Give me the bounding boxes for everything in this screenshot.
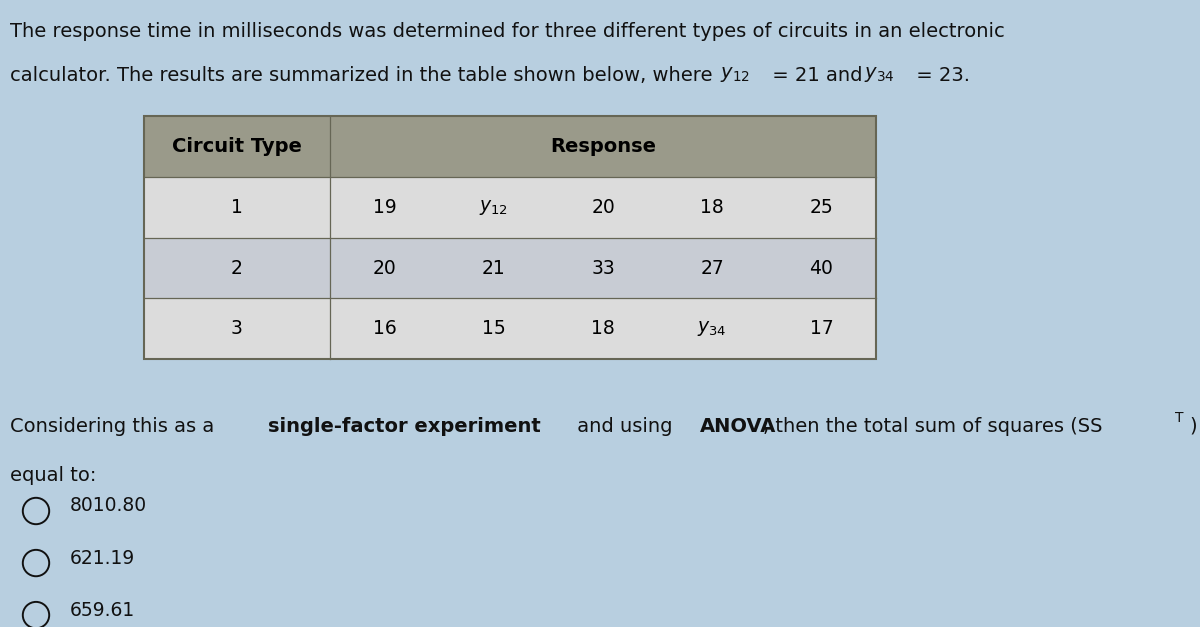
Text: Considering this as a: Considering this as a: [10, 417, 220, 436]
Text: T: T: [1175, 411, 1183, 424]
Text: equal to:: equal to:: [10, 466, 96, 485]
Bar: [144, 177, 876, 238]
Text: 27: 27: [701, 258, 724, 278]
Text: 40: 40: [810, 258, 833, 278]
Text: 659.61: 659.61: [70, 601, 134, 619]
Text: 8010.80: 8010.80: [70, 497, 146, 515]
Text: 33: 33: [592, 258, 614, 278]
Text: ANOVA: ANOVA: [700, 417, 776, 436]
Text: single-factor experiment: single-factor experiment: [269, 417, 541, 436]
Text: and using: and using: [571, 417, 678, 436]
Text: 18: 18: [701, 198, 724, 217]
Text: 3: 3: [232, 319, 242, 339]
Text: $y_{12}$: $y_{12}$: [479, 198, 509, 217]
Text: calculator. The results are summarized in the table shown below, where: calculator. The results are summarized i…: [10, 66, 719, 85]
Text: The response time in milliseconds was determined for three different types of ci: The response time in milliseconds was de…: [10, 22, 1004, 41]
Text: Circuit Type: Circuit Type: [172, 137, 302, 156]
Text: 21: 21: [482, 258, 505, 278]
Bar: [144, 116, 876, 177]
Text: 1: 1: [232, 198, 242, 217]
Bar: [144, 238, 876, 298]
Text: $y_{12}$: $y_{12}$: [720, 65, 750, 83]
Text: 2: 2: [232, 258, 242, 278]
Text: , then the total sum of squares (SS: , then the total sum of squares (SS: [763, 417, 1103, 436]
Text: 18: 18: [592, 319, 614, 339]
Text: = 23.: = 23.: [910, 66, 970, 85]
Text: $y_{34}$: $y_{34}$: [864, 65, 894, 83]
Text: 20: 20: [592, 198, 614, 217]
Text: 20: 20: [373, 258, 396, 278]
Text: $y_{34}$: $y_{34}$: [697, 319, 727, 339]
Text: 17: 17: [810, 319, 833, 339]
Text: ) will be: ) will be: [1190, 417, 1200, 436]
Text: Response: Response: [550, 137, 656, 156]
Text: 15: 15: [482, 319, 505, 339]
Text: 25: 25: [810, 198, 833, 217]
Text: 16: 16: [373, 319, 396, 339]
Text: 19: 19: [373, 198, 396, 217]
Bar: [144, 298, 876, 359]
Text: 621.19: 621.19: [70, 549, 134, 567]
Text: = 21 and: = 21 and: [766, 66, 869, 85]
